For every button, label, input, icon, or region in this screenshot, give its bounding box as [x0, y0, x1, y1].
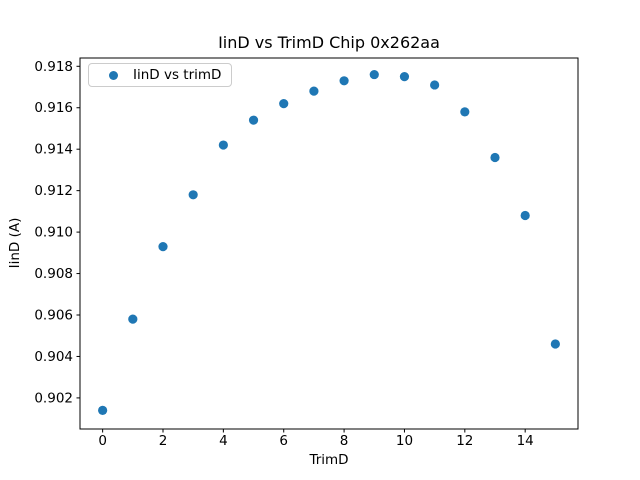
x-tick-label: 4 [219, 433, 228, 449]
y-tick-label: 0.908 [34, 266, 73, 282]
y-tick-label: 0.906 [34, 308, 73, 324]
data-point [520, 210, 530, 221]
y-tick-label: 0.912 [34, 183, 73, 199]
axes-frame [79, 57, 579, 430]
data-point [339, 76, 349, 86]
legend-marker-icon [109, 70, 118, 80]
data-point [490, 152, 500, 163]
data-point [460, 107, 470, 117]
data-point [128, 314, 138, 324]
y-axis-label: IinD (A) [7, 217, 23, 269]
data-point [98, 405, 108, 415]
x-tick-label: 2 [159, 433, 168, 449]
y-tick-label: 0.916 [34, 100, 73, 116]
y-tick-label: 0.904 [34, 349, 73, 365]
chart-title: IinD vs TrimD Chip 0x262aa [218, 33, 440, 52]
x-tick-label: 8 [340, 433, 349, 449]
x-tick-label: 10 [396, 433, 413, 449]
y-tick-label: 0.902 [34, 390, 73, 406]
data-point [369, 69, 379, 80]
data-point [218, 140, 228, 150]
x-axis-label: TrimD [309, 452, 349, 468]
legend: IinD vs trimD [88, 63, 233, 87]
legend-label: IinD vs trimD [133, 67, 222, 83]
x-tick-label: 0 [98, 433, 107, 449]
x-tick-label: 6 [279, 433, 288, 449]
data-point [430, 80, 440, 90]
x-tick-label: 14 [517, 433, 534, 449]
y-tick-label: 0.914 [34, 142, 73, 158]
data-point [399, 72, 410, 82]
data-point [309, 86, 319, 96]
data-point [158, 242, 168, 252]
y-tick-label: 0.918 [34, 59, 73, 75]
data-point [550, 339, 560, 349]
data-point [279, 98, 289, 109]
data-point [188, 190, 198, 200]
x-tick-label: 12 [456, 433, 473, 449]
data-point [248, 115, 259, 125]
y-tick-label: 0.910 [34, 225, 73, 241]
